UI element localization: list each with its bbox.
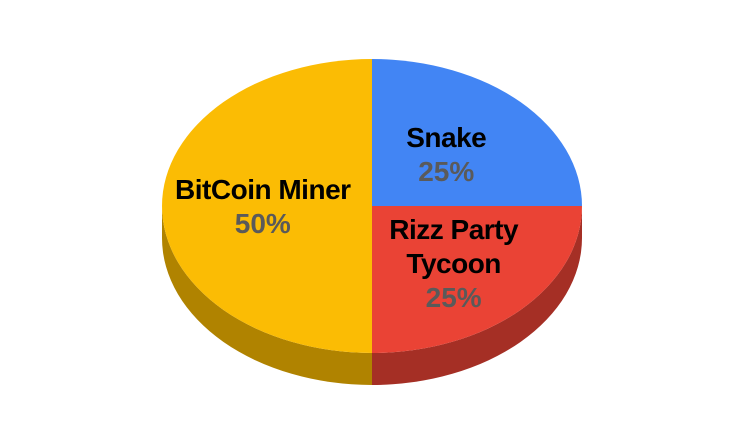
slice-percent-0: 50% [235,208,291,239]
slice-label-2-1: Tycoon [406,248,500,279]
pie-slice-2 [372,206,582,353]
slice-percent-1: 25% [418,156,474,187]
pie-slice-0 [162,59,372,353]
slice-label-2-0: Rizz Party [389,214,519,245]
slice-percent-2: 25% [426,282,482,313]
pie-sides [162,206,582,385]
slice-label-0-0: BitCoin Miner [175,174,351,205]
pie-tops [162,59,582,353]
pie-side-2 [372,206,582,385]
pie-side-0 [162,206,372,385]
pie-slice-1 [372,59,582,206]
slice-label-1-0: Snake [406,122,486,153]
